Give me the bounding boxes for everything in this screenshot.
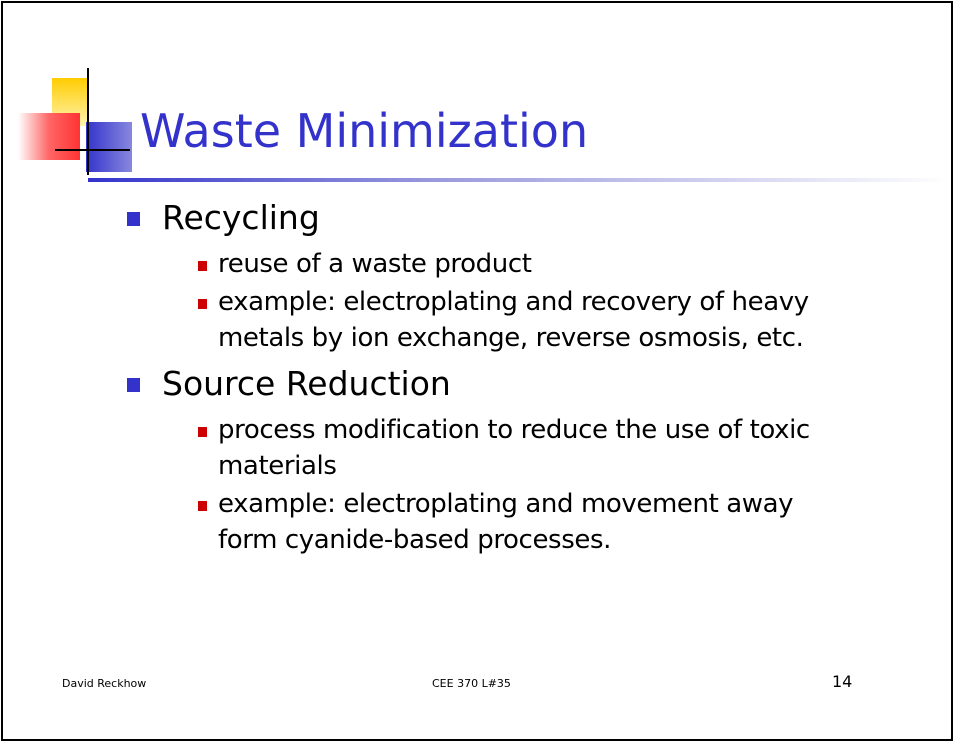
sub-list: process modification to reduce the use o…	[198, 412, 848, 558]
sub-bullet: process modification to reduce the use o…	[198, 412, 848, 484]
red-square	[18, 113, 80, 160]
footer-course: CEE 370 L#35	[432, 677, 511, 690]
bullet-list: Recycling reuse of a waste product examp…	[127, 190, 907, 564]
title-underline	[88, 178, 950, 182]
blue-square	[86, 122, 132, 172]
vertical-line	[87, 68, 89, 175]
sub-list: reuse of a waste product example: electr…	[198, 246, 848, 356]
bullet: Source Reduction	[127, 362, 907, 406]
horizontal-line	[55, 149, 130, 151]
page-number: 14	[832, 672, 853, 691]
footer-author: David Reckhow	[62, 677, 147, 690]
sub-bullet: example: electroplating and recovery of …	[198, 284, 848, 356]
bullet: Recycling	[127, 196, 907, 240]
sub-bullet: example: electroplating and movement awa…	[198, 486, 848, 558]
sub-bullet: reuse of a waste product	[198, 246, 848, 282]
slide-title: Waste Minimization	[140, 104, 589, 158]
